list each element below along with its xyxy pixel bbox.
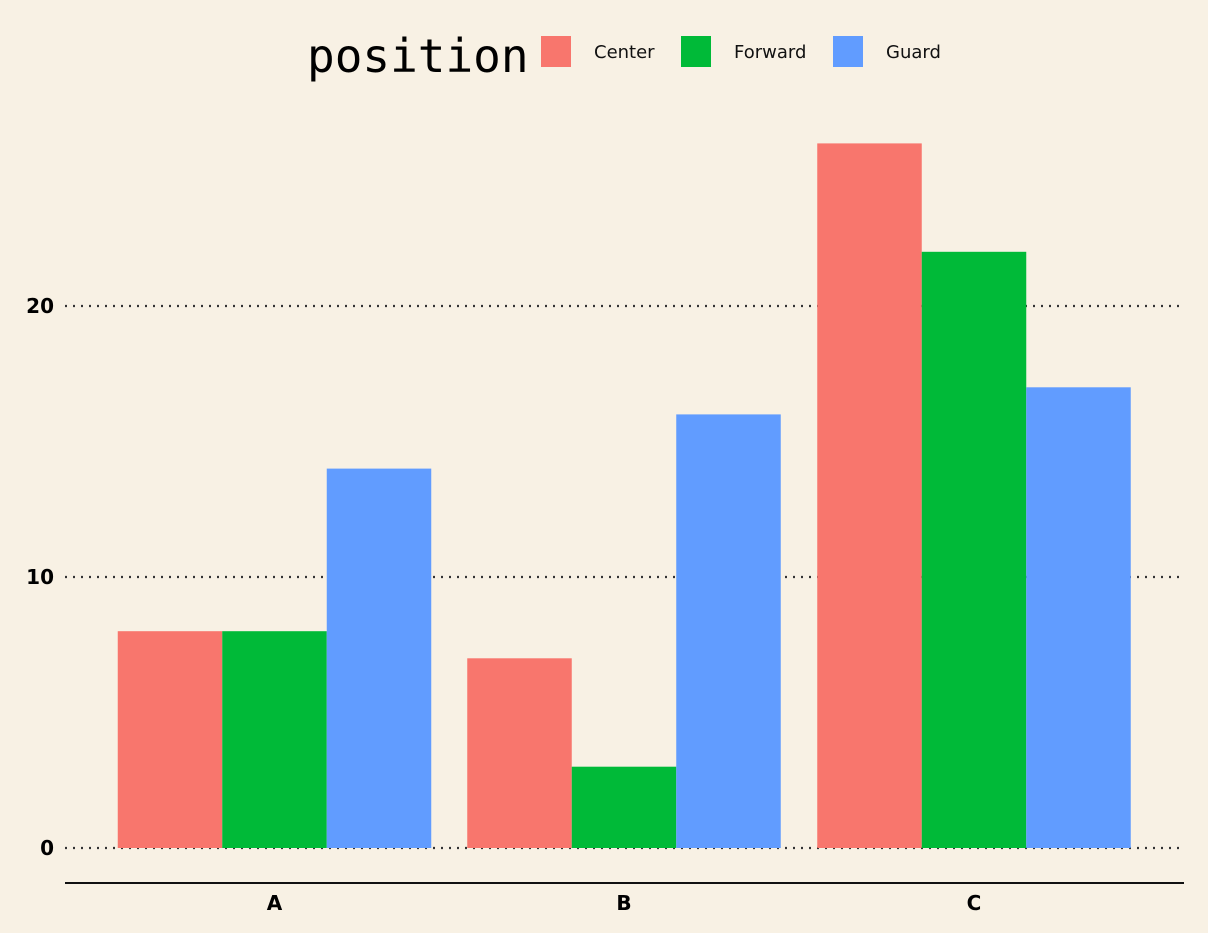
legend-title: position — [307, 29, 529, 83]
bar-B-center — [467, 658, 572, 848]
x-tick-label: C — [967, 891, 982, 915]
bar-A-guard — [326, 468, 432, 848]
legend-label: Center — [594, 42, 655, 63]
legend-label: Guard — [886, 42, 941, 63]
legend-key-forward — [681, 36, 711, 67]
x-tick-label: A — [267, 891, 283, 915]
y-tick-label: 0 — [40, 836, 54, 860]
legend-key-center — [541, 36, 571, 67]
bars — [117, 143, 1131, 849]
bar-A-forward — [222, 631, 327, 848]
legend-items: Center Forward Guard — [541, 36, 941, 67]
y-tick-label: 10 — [26, 565, 54, 589]
bar-B-guard — [676, 414, 781, 848]
bar-A-center — [117, 631, 223, 848]
legend-key-guard — [833, 36, 863, 67]
bar-C-forward — [921, 251, 1027, 849]
legend-label: Forward — [734, 42, 806, 63]
bar-C-guard — [1026, 387, 1131, 848]
x-tick-label: B — [616, 891, 631, 915]
bar-C-center — [817, 143, 922, 848]
y-tick-label: 20 — [26, 294, 54, 318]
legend: position Center Forward Guard — [307, 29, 941, 83]
bar-B-forward — [571, 766, 677, 848]
y-axis-ticks: 0 10 20 — [26, 294, 54, 860]
x-axis-ticks: A B C — [267, 891, 982, 915]
